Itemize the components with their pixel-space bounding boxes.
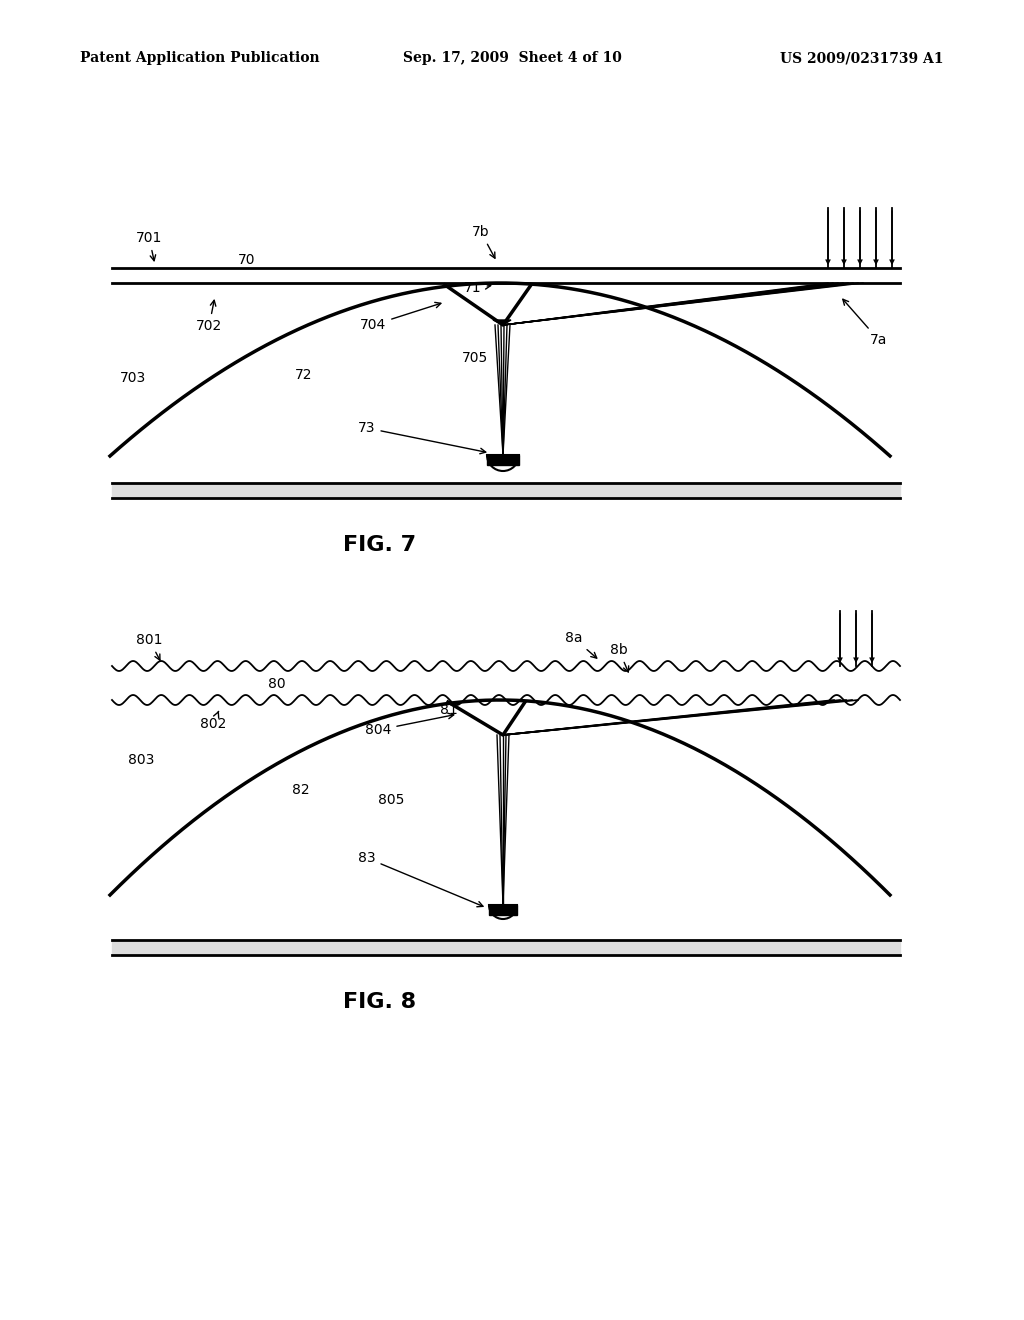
- Text: 8a: 8a: [565, 631, 597, 659]
- Text: 71: 71: [464, 281, 490, 294]
- Text: 70: 70: [238, 253, 256, 267]
- Text: FIG. 8: FIG. 8: [343, 993, 417, 1012]
- Text: 802: 802: [200, 711, 226, 731]
- Wedge shape: [487, 455, 519, 471]
- Text: 73: 73: [358, 421, 485, 454]
- Text: 804: 804: [365, 713, 454, 737]
- Text: Patent Application Publication: Patent Application Publication: [80, 51, 319, 65]
- Text: 705: 705: [462, 351, 488, 366]
- Text: 72: 72: [295, 368, 312, 381]
- Text: 701: 701: [136, 231, 163, 261]
- Polygon shape: [493, 319, 511, 325]
- Text: 83: 83: [358, 851, 483, 907]
- Polygon shape: [487, 455, 519, 465]
- Text: 82: 82: [292, 783, 309, 797]
- Text: 7b: 7b: [472, 224, 495, 259]
- Text: 703: 703: [120, 371, 146, 385]
- Text: 702: 702: [196, 300, 222, 333]
- Wedge shape: [489, 906, 517, 919]
- Text: FIG. 7: FIG. 7: [343, 535, 417, 554]
- Text: 803: 803: [128, 752, 155, 767]
- Text: 704: 704: [360, 302, 441, 333]
- Text: US 2009/0231739 A1: US 2009/0231739 A1: [780, 51, 944, 65]
- Text: 7a: 7a: [843, 300, 888, 347]
- Text: 8b: 8b: [610, 643, 629, 672]
- Text: 81: 81: [440, 704, 458, 717]
- Text: 801: 801: [136, 634, 163, 660]
- Text: 805: 805: [378, 793, 404, 807]
- Text: Sep. 17, 2009  Sheet 4 of 10: Sep. 17, 2009 Sheet 4 of 10: [402, 51, 622, 65]
- Polygon shape: [489, 906, 517, 915]
- Text: 80: 80: [268, 677, 286, 690]
